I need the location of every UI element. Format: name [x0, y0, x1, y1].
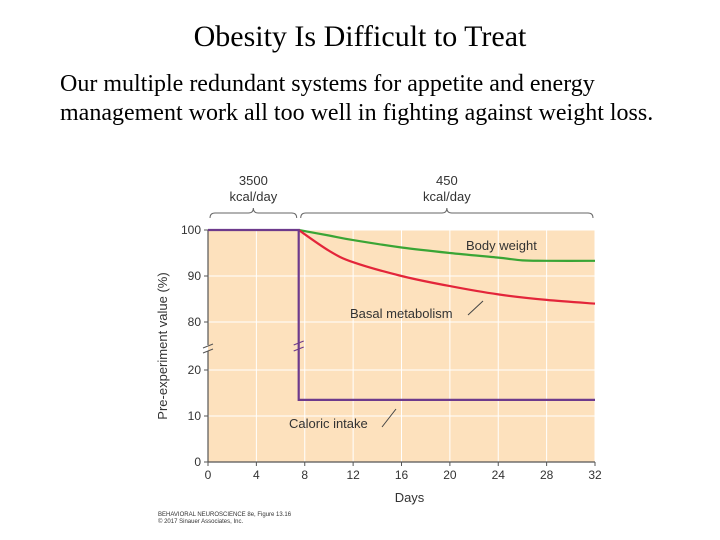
series-annotation: Body weight — [466, 238, 537, 253]
weight-loss-chart: 0 4 8 12 16 20 24 28 32 0 10 20 80 90 100 Days Pre-exper… — [155, 173, 602, 505]
phase-brace — [209, 207, 298, 219]
x-tick-label: 28 — [540, 468, 554, 482]
line-break-mark — [293, 340, 304, 346]
phase-brace — [300, 207, 594, 219]
series-line-caloric-intake — [208, 228, 595, 401]
chart-labels: 0 4 8 12 16 20 24 28 32 0 10 20 80 90 100 Days Pre-exper… — [155, 173, 602, 505]
x-tick-label: 4 — [253, 468, 260, 482]
phase-label-top: 3500 — [239, 173, 268, 188]
credit-line-1: BEHAVIORAL NEUROSCIENCE 8e, Figure 13.16 — [158, 512, 292, 518]
series-line-body-weight — [298, 228, 596, 262]
x-tick-label: 16 — [395, 468, 409, 482]
axis-break-mark — [202, 343, 214, 349]
y-tick-label: 90 — [188, 269, 202, 283]
axes — [202, 229, 596, 466]
x-tick-label: 0 — [205, 468, 212, 482]
series-annotation: Basal metabolism — [350, 306, 453, 321]
phase-label-bottom: kcal/day — [230, 189, 278, 204]
x-tick-label: 32 — [588, 468, 602, 482]
x-tick-label: 24 — [492, 468, 506, 482]
slide-body-text: Our multiple redundant systems for appet… — [60, 71, 654, 126]
y-tick-label: 80 — [188, 315, 202, 329]
y-tick-label: 100 — [181, 223, 201, 237]
credit-line-2: © 2017 Sinauer Associates, Inc. — [158, 519, 244, 525]
series-lines — [208, 228, 596, 401]
phase-label-top: 450 — [436, 173, 458, 188]
figure-credit: BEHAVIORAL NEUROSCIENCE 8e, Figure 13.16… — [158, 512, 291, 526]
series-annotation: Caloric intake — [289, 416, 368, 431]
phase-label-bottom: kcal/day — [423, 189, 471, 204]
x-tick-label: 20 — [443, 468, 457, 482]
annotation-leader — [381, 408, 397, 428]
series-line-basal-metabolism — [298, 229, 596, 305]
y-tick-label: 20 — [188, 363, 202, 377]
y-tick-label: 10 — [188, 409, 202, 423]
x-tick-label: 8 — [301, 468, 308, 482]
axis-break-mark — [202, 348, 214, 354]
phase-braces — [209, 207, 594, 219]
grid-lines — [208, 229, 596, 462]
line-break-mark — [293, 346, 304, 352]
y-tick-label: 0 — [194, 455, 201, 469]
x-tick-label: 12 — [346, 468, 360, 482]
annotation-leader — [467, 300, 484, 316]
y-axis-label: Pre-experiment value (%) — [155, 272, 170, 419]
slide-title: Obesity Is Difficult to Treat — [193, 20, 527, 53]
x-axis-label: Days — [395, 490, 425, 505]
